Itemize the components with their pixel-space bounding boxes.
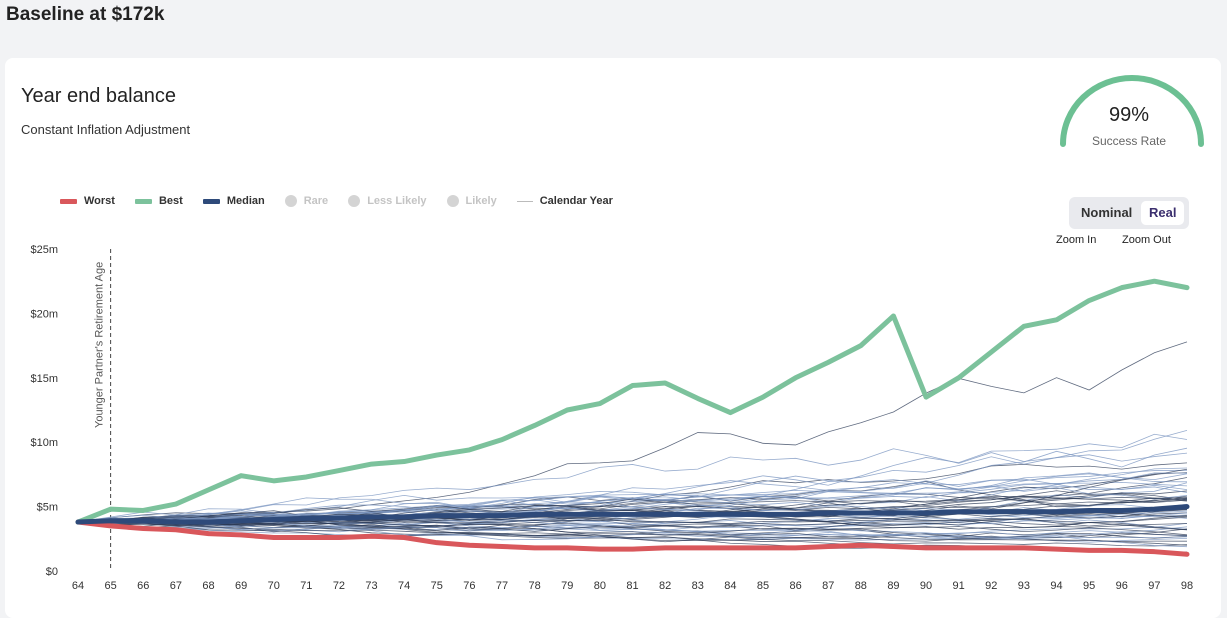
legend-best[interactable]: Best bbox=[134, 195, 183, 207]
series-best bbox=[75, 278, 1190, 525]
x-tick-label: 87 bbox=[822, 580, 834, 592]
y-tick-label: $25m bbox=[30, 244, 58, 256]
legend-label: Likely bbox=[465, 195, 497, 207]
x-tick-label: 84 bbox=[724, 580, 736, 592]
success-rate-value: 99% bbox=[1108, 104, 1150, 126]
legend-label: Median bbox=[226, 195, 265, 207]
less-likely-dot-icon bbox=[348, 195, 361, 207]
x-tick-label: 79 bbox=[561, 580, 573, 592]
card-title: Year end balance bbox=[21, 85, 176, 107]
x-tick-label: 64 bbox=[72, 580, 84, 592]
series-median bbox=[75, 504, 1190, 525]
x-tick-label: 98 bbox=[1181, 580, 1193, 592]
x-tick-label: 85 bbox=[757, 580, 769, 592]
legend-label: Less Likely bbox=[367, 195, 427, 207]
simulation-path bbox=[77, 467, 1188, 524]
x-tick-label: 67 bbox=[170, 580, 182, 592]
simulation-path bbox=[77, 433, 1188, 524]
simulation-path bbox=[77, 472, 1188, 523]
simulation-path bbox=[77, 505, 1188, 536]
real-button[interactable]: Real bbox=[1141, 201, 1185, 225]
x-tick-label: 97 bbox=[1148, 580, 1160, 592]
balance-chart: $0 $5m $10m $15m $20m $25m 64 65 66 67 68 69 70 71 72 7… bbox=[30, 244, 1193, 592]
x-tick-label: 95 bbox=[1083, 580, 1095, 592]
x-tick-label: 73 bbox=[365, 580, 377, 592]
legend-likely[interactable]: Likely bbox=[446, 195, 497, 207]
x-tick-label: 66 bbox=[137, 580, 149, 592]
y-tick-label: $0 bbox=[46, 566, 58, 578]
x-tick-label: 75 bbox=[431, 580, 443, 592]
x-tick-label: 70 bbox=[268, 580, 280, 592]
series-worst bbox=[75, 519, 1190, 557]
legend-label: Calendar Year bbox=[539, 195, 613, 207]
legend-rare[interactable]: Rare bbox=[284, 195, 329, 207]
nominal-button[interactable]: Nominal bbox=[1081, 205, 1133, 220]
legend-worst[interactable]: Worst bbox=[60, 195, 115, 207]
likely-dot-icon bbox=[446, 195, 459, 207]
x-tick-label: 81 bbox=[626, 580, 638, 592]
card-subtitle: Constant Inflation Adjustment bbox=[21, 122, 191, 137]
zoom-in-button[interactable]: Zoom In bbox=[1056, 234, 1097, 246]
x-tick-label: 80 bbox=[594, 580, 606, 592]
legend-calendar-year[interactable]: Calendar Year bbox=[516, 195, 613, 207]
y-tick-label: $10m bbox=[30, 437, 58, 449]
simulation-path bbox=[77, 468, 1188, 526]
simulation-path bbox=[77, 448, 1188, 523]
x-tick-label: 88 bbox=[855, 580, 867, 592]
x-tick-label: 90 bbox=[920, 580, 932, 592]
x-tick-label: 68 bbox=[202, 580, 214, 592]
simulation-path bbox=[77, 482, 1188, 524]
y-tick-label: $20m bbox=[30, 308, 58, 320]
best-swatch bbox=[134, 198, 152, 204]
legend-label: Best bbox=[158, 195, 183, 207]
x-tick-label: 71 bbox=[300, 580, 312, 592]
x-tick-label: 86 bbox=[789, 580, 801, 592]
x-tick-label: 83 bbox=[692, 580, 704, 592]
x-tick-label: 89 bbox=[887, 580, 899, 592]
x-tick-label: 77 bbox=[496, 580, 508, 592]
y-tick-label: $5m bbox=[37, 502, 58, 514]
calendar-line-icon bbox=[516, 200, 533, 202]
legend-less-likely[interactable]: Less Likely bbox=[348, 195, 427, 207]
x-tick-label: 69 bbox=[235, 580, 247, 592]
simulation-path bbox=[77, 521, 1188, 547]
x-tick-label: 94 bbox=[1050, 580, 1062, 592]
success-rate-label: Success Rate bbox=[1091, 134, 1167, 148]
legend-label: Worst bbox=[84, 195, 115, 207]
median-swatch bbox=[202, 198, 220, 204]
x-tick-label: 78 bbox=[529, 580, 541, 592]
x-tick-label: 92 bbox=[985, 580, 997, 592]
legend-label: Rare bbox=[303, 195, 329, 207]
rare-dot-icon bbox=[284, 195, 297, 207]
x-tick-label: 82 bbox=[659, 580, 671, 592]
simulation-path bbox=[77, 521, 1188, 543]
legend-median[interactable]: Median bbox=[202, 195, 265, 207]
gauge-arc bbox=[1060, 75, 1204, 147]
y-tick-label: $15m bbox=[30, 373, 58, 385]
retirement-age-label: Younger Partner's Retirement Age bbox=[94, 262, 106, 428]
x-tick-label: 72 bbox=[333, 580, 345, 592]
worst-swatch bbox=[60, 198, 77, 204]
x-tick-label: 93 bbox=[1018, 580, 1030, 592]
legend: Worst Best Median Rare Less Likely Likel… bbox=[60, 195, 613, 207]
simulation-path bbox=[77, 514, 1188, 530]
simulation-path bbox=[77, 341, 1188, 523]
zoom-out-button[interactable]: Zoom Out bbox=[1122, 234, 1171, 246]
x-tick-label: 76 bbox=[463, 580, 475, 592]
simulation-path bbox=[77, 518, 1188, 542]
x-tick-label: 74 bbox=[398, 580, 410, 592]
x-tick-label: 91 bbox=[953, 580, 965, 592]
success-gauge bbox=[1060, 75, 1204, 147]
page-title: Baseline at $172k bbox=[6, 4, 165, 25]
nominal-real-toggle: Nominal Real bbox=[1069, 197, 1189, 229]
x-tick-label: 96 bbox=[1116, 580, 1128, 592]
x-tick-label: 65 bbox=[104, 580, 116, 592]
